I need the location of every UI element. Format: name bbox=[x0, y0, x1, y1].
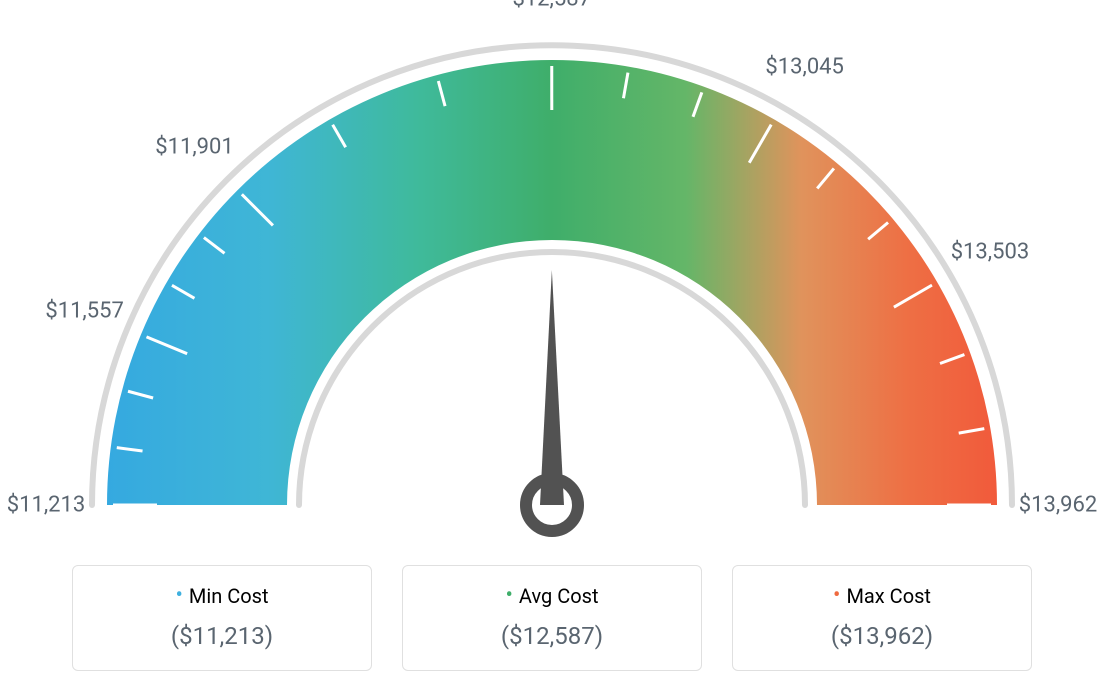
legend-title-text: Avg Cost bbox=[519, 584, 599, 608]
legend-title-max: • Max Cost bbox=[833, 584, 931, 608]
gauge-chart: $11,213 $11,557 $11,901 $12,587 $13,045 $13,5… bbox=[0, 0, 1104, 560]
legend-card-min: • Min Cost ($11,213) bbox=[72, 565, 372, 671]
legend-value-max: ($13,962) bbox=[743, 622, 1021, 650]
bullet-icon: • bbox=[833, 585, 840, 607]
gauge-tick-label: $12,587 bbox=[512, 0, 591, 12]
legend-title-avg: • Avg Cost bbox=[505, 584, 598, 608]
gauge-tick-label: $11,901 bbox=[155, 134, 234, 159]
legend-value-avg: ($12,587) bbox=[413, 622, 691, 650]
gauge-tick-label: $11,213 bbox=[7, 493, 86, 518]
legend-title-text: Max Cost bbox=[846, 584, 931, 608]
legend-card-max: • Max Cost ($13,962) bbox=[732, 565, 1032, 671]
gauge-tick-label: $11,557 bbox=[45, 299, 124, 324]
gauge-tick-label: $13,045 bbox=[765, 54, 844, 79]
legend-card-avg: • Avg Cost ($12,587) bbox=[402, 565, 702, 671]
gauge-svg bbox=[0, 0, 1104, 560]
legend-value-min: ($11,213) bbox=[83, 622, 361, 650]
legend-title-min: • Min Cost bbox=[175, 584, 268, 608]
legend-title-text: Min Cost bbox=[189, 584, 269, 608]
gauge-tick-label: $13,962 bbox=[1019, 493, 1098, 518]
legend-row: • Min Cost ($11,213) • Avg Cost ($12,587… bbox=[0, 565, 1104, 671]
bullet-icon: • bbox=[175, 585, 182, 607]
bullet-icon: • bbox=[505, 585, 512, 607]
gauge-tick-label: $13,503 bbox=[951, 239, 1030, 264]
